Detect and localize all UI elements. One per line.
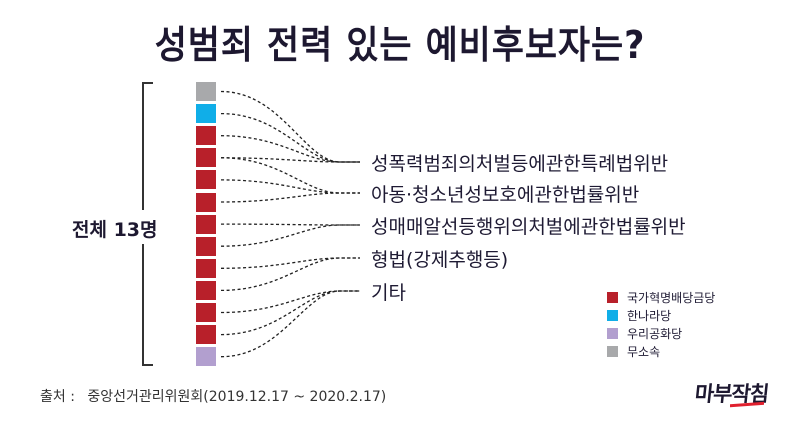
connector-line: [220, 157, 360, 194]
bracket-vertical-bottom: [142, 242, 144, 366]
candidate-square: [196, 148, 216, 168]
bracket-vertical-top: [142, 82, 144, 210]
legend-item-national-revolutionary-dividend-party: 국가혁명배당금당: [607, 290, 715, 305]
category-label-sexual-violence-act: 성폭력범죄의처벌등에관한특례법위반: [371, 153, 669, 175]
total-count-label: 전체 13명: [72, 213, 158, 244]
connector-line: [220, 257, 360, 292]
connector-line: [220, 257, 360, 269]
category-label-child-youth-protection-act: 아동·청소년성보호에관한법률위반: [371, 184, 640, 206]
candidate-square: [196, 258, 216, 278]
connector-line: [220, 223, 360, 226]
legend-swatch-purple: [607, 327, 618, 339]
source-key: 출처 :: [40, 389, 75, 405]
connector-line: [220, 224, 360, 247]
chart-title: 성범죄 전력 있는 예비후보자는?: [154, 23, 646, 67]
source-note: 출처 : 중앙선거관리위원회(2019.12.17 ~ 2020.2.17): [40, 386, 386, 406]
source-text: 중앙선거관리위원회(2019.12.17 ~ 2020.2.17): [87, 389, 387, 405]
candidate-square: [196, 170, 216, 190]
category-label-other: 기타: [371, 282, 406, 304]
legend-item-our-republican-party: 우리공화당: [607, 326, 682, 341]
connector-line: [220, 157, 360, 163]
connector-line: [220, 112, 360, 163]
connector-line: [220, 135, 360, 163]
legend-swatch-grey: [607, 345, 618, 357]
candidate-square: [196, 104, 216, 124]
legend-swatch-blue: [607, 309, 618, 321]
legend-item-grand-national-party: 한나라당: [607, 308, 671, 323]
candidate-square: [196, 192, 216, 212]
candidate-square: [196, 126, 216, 146]
bracket-bottom-tick: [142, 364, 153, 366]
candidate-square: [196, 82, 216, 101]
connector-line: [220, 179, 360, 194]
candidate-square: [196, 280, 216, 300]
bracket-top-tick: [142, 82, 153, 84]
category-label-prostitution-act: 성매매알선등행위의처벌에관한법률위반: [371, 216, 686, 238]
legend-item-independent: 무소속: [607, 344, 660, 359]
candidate-square: [196, 214, 216, 234]
candidate-square: [196, 303, 216, 322]
connector-line: [220, 90, 360, 163]
connector-line: [220, 192, 360, 203]
connector-line: [220, 290, 360, 336]
candidate-square: [196, 347, 216, 367]
category-label-criminal-law: 형법(강제추행등): [371, 249, 509, 271]
legend-swatch-red: [607, 291, 618, 303]
candidate-square: [196, 236, 216, 256]
candidate-square: [196, 325, 216, 345]
connector-line: [220, 290, 360, 314]
connector-line: [220, 290, 360, 358]
